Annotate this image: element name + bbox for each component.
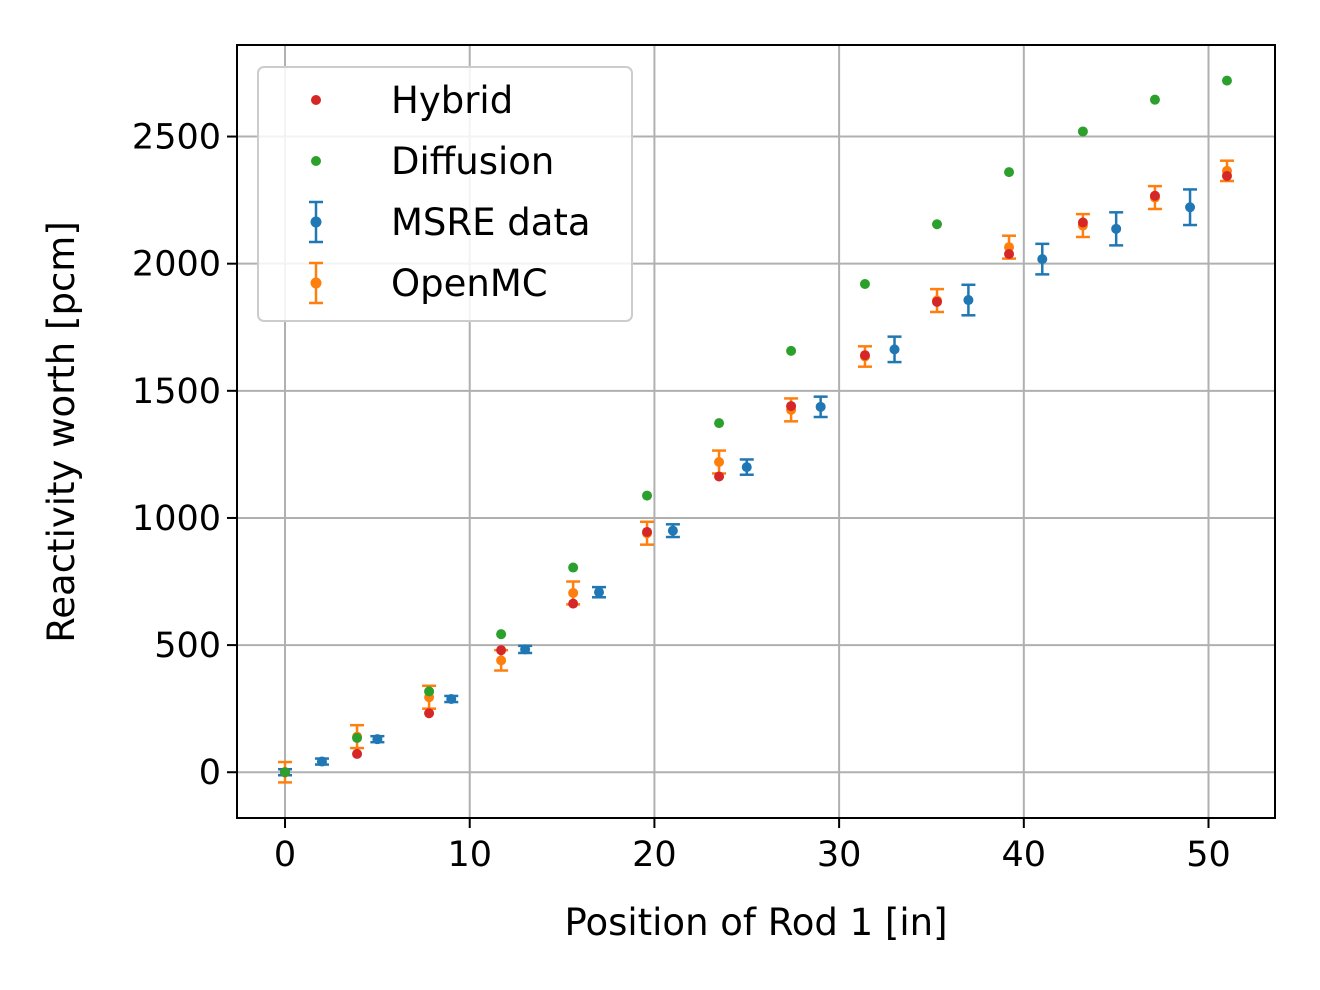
diffusion-point: [786, 345, 797, 356]
legend-box: [257, 66, 633, 322]
openmc-point: [496, 655, 507, 666]
openmc-point: [1004, 242, 1015, 253]
msre-data-point: [372, 734, 383, 745]
msre-data-point: [520, 644, 531, 655]
openmc-point: [568, 587, 579, 598]
diffusion-point: [1004, 167, 1015, 178]
diffusion-point: [859, 279, 870, 290]
x-tick-label: 0: [274, 835, 296, 875]
openmc-point: [714, 457, 725, 468]
msre-data-point: [741, 462, 752, 473]
legend-label-openmc: OpenMC: [391, 262, 548, 305]
diffusion-point: [1077, 126, 1088, 137]
diffusion-point: [1221, 75, 1232, 86]
diffusion-point: [280, 767, 291, 778]
msre-data-point: [1037, 254, 1048, 265]
msre-data-point: [1111, 223, 1122, 234]
legend-marker-openmc: [310, 277, 322, 289]
y-tick-label: 2500: [132, 118, 221, 158]
y-tick-label: 1500: [132, 372, 221, 412]
hybrid-point: [1077, 217, 1088, 228]
hybrid-point: [1149, 190, 1160, 201]
hybrid-point: [642, 526, 653, 537]
diffusion-point: [932, 219, 943, 230]
series-msre-data: [278, 188, 1198, 778]
legend-label-diffusion: Diffusion: [391, 140, 554, 183]
hybrid-point: [568, 598, 579, 609]
hybrid-point: [786, 401, 797, 412]
x-tick-label: 40: [1002, 835, 1047, 875]
legend-label-hybrid: Hybrid: [391, 79, 513, 122]
grid: [237, 45, 1275, 818]
diffusion-point: [642, 490, 653, 501]
hybrid-point: [932, 296, 943, 307]
msre-data-point: [963, 295, 974, 306]
y-axis-label: Reactivity worth [pcm]: [40, 221, 83, 643]
hybrid-point: [859, 350, 870, 361]
hybrid-point: [352, 748, 363, 759]
series-diffusion: [280, 75, 1232, 778]
plot-marks: [278, 75, 1234, 784]
hybrid-point: [424, 708, 435, 719]
hybrid-point: [1004, 249, 1015, 260]
diffusion-point: [424, 686, 435, 697]
diffusion-point: [352, 732, 363, 743]
legend: Hybrid Diffusion MSRE data OpenMC: [257, 66, 633, 322]
x-tick-label: 50: [1186, 835, 1231, 875]
legend-marker-msre-data: [310, 216, 322, 228]
plot-frame: [236, 44, 1276, 819]
diffusion-point: [568, 562, 579, 573]
x-tick-label: 30: [817, 835, 862, 875]
x-tick-label: 10: [447, 835, 492, 875]
hybrid-point: [714, 471, 725, 482]
y-tick-label: 500: [154, 626, 221, 666]
legend-label-msre-data: MSRE data: [391, 201, 591, 244]
diffusion-point: [496, 629, 507, 640]
msre-data-point: [667, 525, 678, 536]
msre-data-point: [316, 756, 327, 767]
msre-data-point: [594, 587, 605, 598]
msre-data-point: [815, 401, 826, 412]
legend-marker-diffusion: [311, 156, 321, 166]
x-tick-label: 20: [632, 835, 677, 875]
legend-marker-hybrid: [311, 95, 321, 105]
msre-data-point: [446, 693, 457, 704]
hybrid-point: [1221, 170, 1232, 181]
msre-data-point: [1185, 202, 1196, 213]
diffusion-point: [714, 418, 725, 429]
msre-data-point: [889, 344, 900, 355]
diffusion-point: [1149, 94, 1160, 105]
y-tick-label: 2000: [132, 245, 221, 285]
y-tick-label: 0: [199, 753, 221, 793]
hybrid-point: [496, 645, 507, 656]
y-tick-label: 1000: [132, 499, 221, 539]
x-axis-label: Position of Rod 1 [in]: [564, 901, 947, 944]
